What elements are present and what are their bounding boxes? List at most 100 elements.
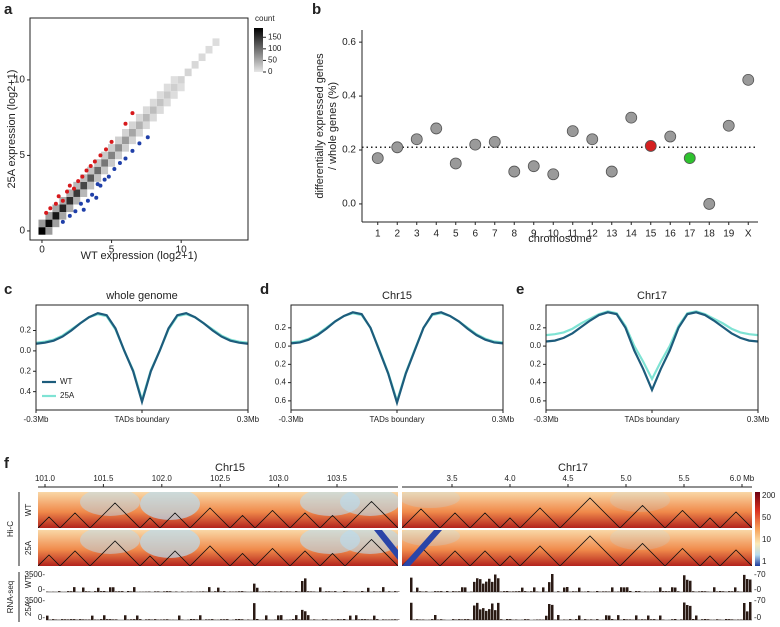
x-tick-label: 19 [723,229,735,240]
colorbar-tick-label: 50 [268,56,277,65]
gene-point [60,219,65,224]
gene-point [78,201,83,206]
density-cell [115,136,123,145]
tad-outline [38,500,398,528]
gene-point [102,177,107,182]
profile-line [35,311,249,406]
hic-colorbar [755,492,760,566]
y-axis-label: 25A expression (log2+1) [6,70,18,189]
chromosome-point [469,138,482,151]
gene-point [48,206,53,211]
gene-point [88,164,93,168]
y-axis-label: / whole genes (%) [327,82,339,170]
coordinate-label: 6.0 Mb [730,474,755,483]
density-cell [52,204,60,213]
density-cell [122,136,129,145]
density-cell [163,91,171,99]
chromosome-point [371,152,384,164]
x-tick-label: 0 [39,245,45,256]
coordinate-label: 5.0 [620,474,632,483]
gene-point [76,179,81,184]
colorbar [254,28,263,72]
gene-point [104,147,109,152]
gene-point [44,210,49,215]
density-cell [80,174,88,182]
x-tick-label: 16 [665,229,677,240]
hic-colorbar-label: 1 [762,557,767,566]
chromosome-point [508,165,521,178]
gene-point [109,139,114,144]
density-cell [149,106,157,114]
density-cell [73,181,81,190]
y-tick-label: 0.2 [342,145,356,156]
track-scale: 3500- [25,596,46,605]
x-tick-label: TADs boundary [370,415,425,424]
panel-label: c [4,281,12,298]
colorbar-tick-label: 100 [268,44,282,53]
gene-point [56,194,61,199]
panel-label: b [312,1,321,18]
density-cell [170,83,178,92]
track-scale: -70 [754,570,766,579]
x-tick-label: 10 [548,229,560,240]
chromosome-point [430,122,443,135]
colorbar-title: count [255,14,275,23]
profile-line [35,313,249,404]
density-cell [87,174,95,182]
chromosome-point [410,133,423,146]
y-tick-label: 0.0 [20,346,32,355]
x-tick-label: 18 [704,229,716,240]
track-label: Hi-C [6,521,15,537]
density-cell [45,212,53,220]
y-tick-label: 5 [19,150,25,161]
hic-colorbar-label: 50 [762,513,771,522]
density-cell [128,121,136,129]
x-tick-label: 17 [684,229,696,240]
hic-colorbar-label: 200 [762,491,776,500]
y-tick-label: 0.4 [275,378,287,387]
panel-label: e [516,281,524,298]
plot-frame [35,304,249,411]
density-cell [135,129,143,137]
track-label: WT [24,504,33,517]
density-cell [38,227,46,235]
chromosome-point [703,198,716,210]
plot-frame [29,17,249,241]
x-tick-label: 0.3Mb [237,415,260,424]
gene-point [98,153,103,158]
density-cell [101,166,109,175]
density-cell [156,91,164,99]
region-title: Chr15 [215,462,245,474]
y-tick-label: 0.6 [275,396,287,405]
track-label: 25A [24,601,33,616]
density-cell [156,106,164,114]
chromosome-point [644,140,657,152]
y-tick-label: 0 [19,226,25,237]
plot-frame [290,304,504,411]
gene-point [92,159,97,164]
gene-point [80,174,85,179]
y-tick-label: 0.2 [20,326,32,335]
density-cell [45,227,53,235]
density-cell [115,144,123,152]
gene-point [53,201,58,206]
track-label: 25A [24,540,33,555]
density-cell [87,166,95,175]
track-scale: -0 [754,613,762,622]
chart-title: Chr15 [382,290,412,302]
x-tick-label: 4 [433,229,439,240]
gene-point [123,121,128,126]
density-cell [73,196,81,205]
gene-point [145,135,150,140]
gene-point [94,195,99,200]
density-cell [80,189,88,197]
hic-depletion [340,492,398,516]
density-cell [149,113,157,122]
hic-map [38,492,398,528]
chart-title: Chr17 [637,290,667,302]
density-cell [149,98,157,107]
profile-line [545,310,759,382]
gene-point [65,189,70,194]
density-cell [101,159,109,167]
